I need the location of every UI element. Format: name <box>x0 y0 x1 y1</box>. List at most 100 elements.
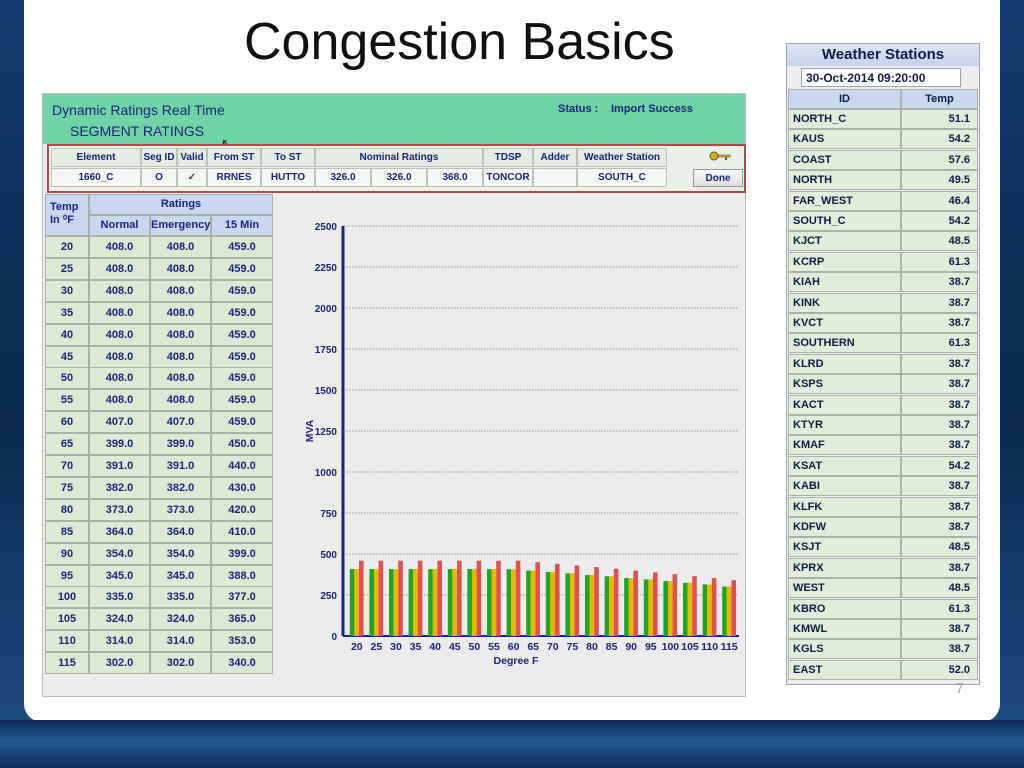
x-tick-label: 90 <box>625 641 637 653</box>
station-id: KSAT <box>788 455 901 476</box>
bar-emergency <box>354 569 359 636</box>
station-temp: 38.7 <box>901 353 978 374</box>
weather-station-row[interactable]: KLFK 38.7 <box>788 496 978 517</box>
x-axis-label: Degree F <box>494 655 540 667</box>
weather-station-row[interactable]: EAST 52.0 <box>788 659 978 680</box>
weather-station-row[interactable]: KMAF 38.7 <box>788 435 978 456</box>
station-id: KLRD <box>788 353 901 374</box>
bar-emergency <box>491 569 497 636</box>
rating-cell: 377.0 <box>211 586 273 609</box>
rating-cell: 353.0 <box>211 630 273 653</box>
temperature-cell: 105 <box>45 608 89 631</box>
page-number: 7 <box>955 680 964 697</box>
ratings-group-header: Ratings <box>89 194 273 215</box>
weather-station-row[interactable]: KVCT 38.7 <box>788 313 978 333</box>
y-tick-label: 0 <box>331 632 337 643</box>
column-header-15min: 15 Min <box>211 215 273 236</box>
done-button[interactable]: Done <box>693 169 743 187</box>
nominal-rating-normal: 326.0 <box>315 168 371 187</box>
weather-station-row[interactable]: KINK 38.7 <box>788 292 978 313</box>
station-temp: 38.7 <box>901 394 978 415</box>
bar-emergency <box>726 586 732 636</box>
temperature-cell: 100 <box>45 586 89 609</box>
weather-station-row[interactable]: KCRP 61.3 <box>788 251 978 272</box>
weather-station-row[interactable]: KABI 38.7 <box>788 476 978 497</box>
app-subtitle: SEGMENT RATINGS <box>70 123 205 139</box>
y-tick-label: 2500 <box>315 222 338 233</box>
weather-station-row[interactable]: KMWL 38.7 <box>788 619 978 639</box>
weather-station-row[interactable]: KTYR 38.7 <box>788 415 978 435</box>
segment-header: Weather Station <box>577 148 667 167</box>
bar-normal <box>683 582 688 636</box>
ratings-chart: 0 250 500 750 1000 1250 1500 1750 2000 2250 2500 20… <box>283 214 743 694</box>
slide-title: Congestion Basics <box>244 13 675 71</box>
station-temp: 54.2 <box>901 211 978 231</box>
weather-station-row[interactable]: SOUTH_C 54.2 <box>788 211 978 231</box>
x-tick-label: 105 <box>681 641 699 653</box>
rating-cell: 324.0 <box>150 608 211 631</box>
weather-station-row[interactable]: KSPS 38.7 <box>788 374 978 395</box>
station-id: KINK <box>788 292 901 313</box>
station-id: KABI <box>788 476 901 497</box>
temperature-cell: 75 <box>45 476 89 499</box>
x-tick-label: 100 <box>662 641 680 653</box>
rating-cell: 408.0 <box>150 367 211 390</box>
rating-cell: 430.0 <box>211 476 273 499</box>
weather-table-header: ID Temp <box>788 89 978 109</box>
rating-cell: 408.0 <box>89 301 150 324</box>
segment-weather-station: SOUTH_C <box>577 168 667 187</box>
weather-station-row[interactable]: KIAH 38.7 <box>788 272 978 293</box>
rating-cell: 354.0 <box>89 542 150 565</box>
rating-cell: 459.0 <box>211 279 273 302</box>
weather-station-row[interactable]: KGLS 38.7 <box>788 639 978 660</box>
temperature-cell: 20 <box>45 236 89 258</box>
weather-station-row[interactable]: KJCT 48.5 <box>788 231 978 252</box>
weather-station-row[interactable]: KACT 38.7 <box>788 394 978 415</box>
bar-15-min <box>613 568 619 636</box>
station-temp: 49.5 <box>901 170 978 191</box>
rating-cell: 408.0 <box>150 389 211 412</box>
bar-15-min <box>692 576 697 636</box>
station-temp: 46.4 <box>901 190 978 211</box>
x-tick-label: 115 <box>721 641 738 653</box>
bar-normal <box>722 586 727 636</box>
key-icon[interactable] <box>709 150 731 162</box>
y-tick-label: 500 <box>320 550 337 561</box>
segment-header: From ST <box>207 148 261 167</box>
segment-header: Valid <box>177 148 207 167</box>
weather-station-row[interactable]: KDFW 38.7 <box>788 517 978 537</box>
station-temp: 38.7 <box>901 517 978 537</box>
x-tick-label: 75 <box>567 641 579 653</box>
station-id: SOUTH_C <box>788 211 901 231</box>
segment-adder <box>533 168 577 187</box>
weather-station-row[interactable]: WEST 48.5 <box>788 578 978 599</box>
weather-station-row[interactable]: NORTH_C 51.1 <box>788 109 978 129</box>
weather-station-row[interactable]: NORTH 49.5 <box>788 170 978 191</box>
weather-station-row[interactable]: KPRX 38.7 <box>788 557 978 578</box>
weather-station-row[interactable]: KSJT 48.5 <box>788 537 978 558</box>
weather-station-row[interactable]: FAR_WEST 46.4 <box>788 190 978 211</box>
bar-normal <box>428 569 433 636</box>
bar-emergency <box>452 569 457 636</box>
weather-station-row[interactable]: SOUTHERN 61.3 <box>788 333 978 354</box>
rating-cell: 459.0 <box>211 257 273 280</box>
rating-cell: 408.0 <box>150 236 211 258</box>
weather-station-row[interactable]: KLRD 38.7 <box>788 353 978 374</box>
bar-15-min <box>594 567 599 636</box>
status-value: Import Success <box>611 103 693 115</box>
rating-cell: 335.0 <box>150 586 211 609</box>
weather-col-temp: Temp <box>901 89 978 109</box>
rating-cell: 302.0 <box>150 652 211 675</box>
bar-normal <box>604 576 610 636</box>
weather-station-row[interactable]: COAST 57.6 <box>788 149 978 170</box>
weather-station-row[interactable]: KAUS 54.2 <box>788 129 978 150</box>
rating-cell: 459.0 <box>211 367 273 390</box>
weather-station-row[interactable]: KBRO 61.3 <box>788 598 978 619</box>
rating-cell: 354.0 <box>150 542 211 565</box>
weather-stations-panel: Weather Stations 30-Oct-2014 09:20:00 ID… <box>786 43 980 685</box>
segment-table: Element Seg ID Valid From ST To ST Nomin… <box>47 144 746 193</box>
valid-checkbox[interactable]: ✓ <box>177 168 207 187</box>
rating-cell: 459.0 <box>211 411 273 434</box>
weather-station-row[interactable]: KSAT 54.2 <box>788 455 978 476</box>
temperature-cell: 70 <box>45 455 89 477</box>
